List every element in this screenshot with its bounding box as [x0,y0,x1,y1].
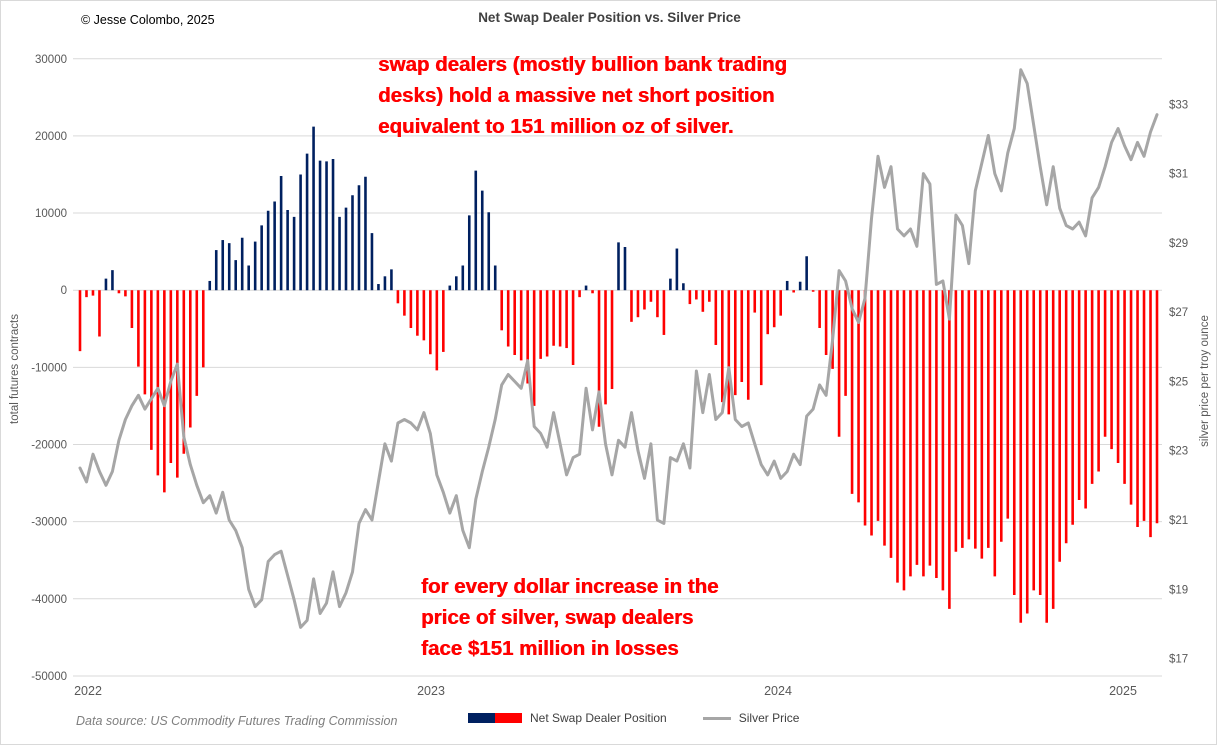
right-axis-tick-label: $25 [1169,376,1188,388]
annotation-losses-line1: for every dollar increase in the [421,575,719,598]
left-axis-tick-label: 30000 [35,54,67,66]
left-axis-tick-label: 10000 [35,208,67,220]
left-axis-tick-label: -10000 [31,362,67,374]
annotation-losses-line2: price of silver, swap dealers [421,606,694,629]
data-source-note: Data source: US Commodity Futures Tradin… [76,714,398,728]
left-axis-tick-label: -40000 [31,594,67,606]
net-position-legend-swatch [468,713,522,723]
silver-price-legend-swatch [702,716,731,720]
annotation-net-short-line1: swap dealers (mostly bullion bank tradin… [378,53,787,76]
left-axis-tick-label: 20000 [35,131,67,143]
left-axis-tick-label: -30000 [31,517,67,529]
left-axis-tick-label: 0 [61,285,67,297]
right-axis-tick-label: $23 [1169,446,1188,458]
copyright-note: © Jesse Colombo, 2025 [81,13,215,27]
left-axis-title: total futures contracts [9,314,21,424]
right-axis-tick-label: $27 [1169,307,1188,319]
x-axis-year-label: 2025 [1109,684,1137,698]
x-axis-year-label: 2022 [74,684,102,698]
right-axis-tick-label: $29 [1169,238,1188,250]
x-axis-year-label: 2023 [417,684,445,698]
legend: Net Swap Dealer Position Silver Price [468,711,799,725]
right-axis-tick-label: $33 [1169,99,1188,111]
annotation-losses: for every dollar increase in the price o… [421,571,718,664]
left-axis-tick-label: -50000 [31,671,67,683]
right-axis-tick-label: $19 [1169,584,1188,596]
annotation-net-short-line2: desks) hold a massive net short position [378,84,775,107]
right-axis-tick-label: $21 [1169,515,1188,527]
silver-price-line [78,68,1159,629]
annotation-net-short-line3: equivalent to 151 million oz of silver. [378,115,734,138]
left-axis-tick-label: -20000 [31,440,67,452]
legend-label-silver-price: Silver Price [738,711,800,725]
annotation-net-short: swap dealers (mostly bullion bank tradin… [378,49,787,142]
page-title: Net Swap Dealer Position vs. Silver Pric… [478,10,741,25]
positive-bar-swatch [468,713,495,723]
annotation-losses-line3: face $151 million in losses [421,637,679,660]
right-axis-tick-label: $31 [1169,169,1188,181]
negative-bar-swatch [495,713,522,723]
x-axis-year-label: 2024 [764,684,792,698]
right-axis-tick-label: $17 [1169,654,1188,666]
legend-label-net-position: Net Swap Dealer Position [530,711,667,725]
right-axis-title: silver price per troy ounce [1199,315,1211,447]
